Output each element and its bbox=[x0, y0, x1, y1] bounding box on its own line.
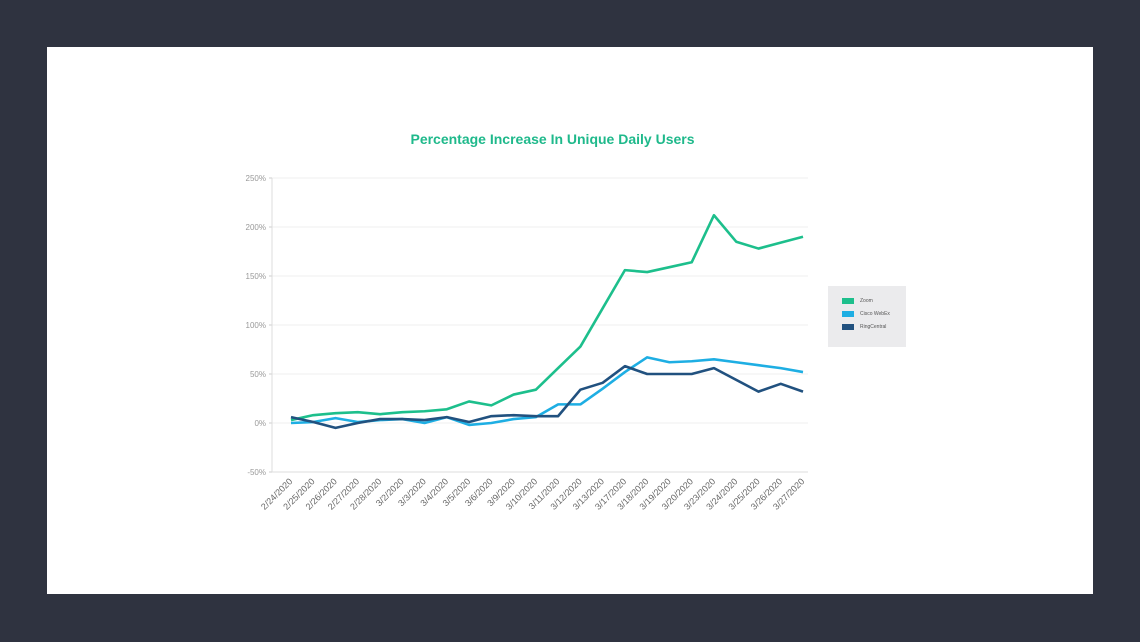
chart-card bbox=[47, 47, 1093, 594]
series-line-ringcentral bbox=[290, 364, 804, 430]
legend-swatch bbox=[842, 311, 854, 317]
y-tick-label: -50% bbox=[247, 468, 266, 477]
legend-label: Zoom bbox=[860, 298, 873, 304]
series-line-zoom bbox=[290, 213, 804, 422]
legend: Zoom Cisco WebEx RingCentral bbox=[828, 286, 906, 347]
legend-item: Zoom bbox=[842, 297, 873, 305]
y-tick-label: 250% bbox=[246, 174, 266, 183]
y-tick-label: 100% bbox=[246, 321, 266, 330]
chart-title: Percentage Increase In Unique Daily User… bbox=[410, 131, 695, 147]
legend-swatch bbox=[842, 298, 854, 304]
legend-item: Cisco WebEx bbox=[842, 310, 890, 318]
series-line-cisco-webex bbox=[290, 356, 804, 427]
y-tick-label: 200% bbox=[246, 223, 266, 232]
legend-label: Cisco WebEx bbox=[860, 311, 890, 317]
y-tick-label: 150% bbox=[246, 272, 266, 281]
legend-item: RingCentral bbox=[842, 323, 886, 331]
y-tick-label: 0% bbox=[254, 419, 266, 428]
legend-label: RingCentral bbox=[860, 324, 887, 330]
y-tick-label: 50% bbox=[250, 370, 266, 379]
legend-swatch bbox=[842, 324, 854, 330]
